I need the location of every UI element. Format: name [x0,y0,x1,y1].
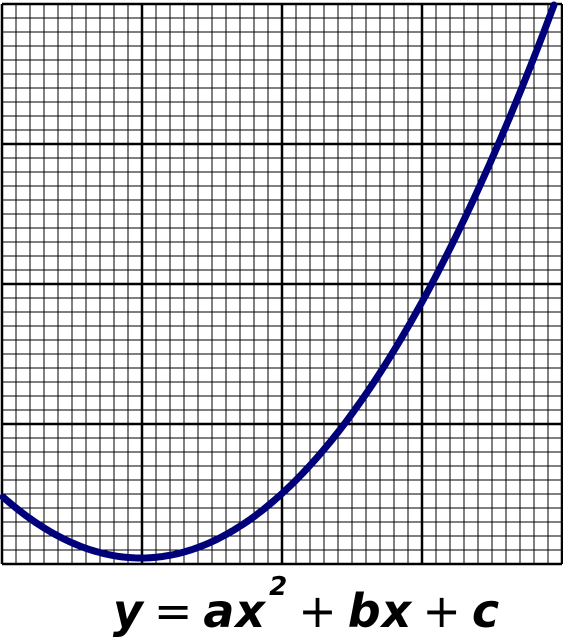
equation-plus-2: + [422,584,462,638]
equation-term-bx: bx [347,584,413,638]
equation-lhs: y [112,584,144,638]
major-grid [0,2,563,566]
equation-plus-1: + [298,584,338,638]
equation-term-c: c [471,584,501,638]
equation-term-ax: ax [203,584,267,638]
parabola-curve [0,1,558,562]
parabola-graph [0,1,563,566]
equation-exponent: 2 [269,572,289,602]
equation-label: y = ax 2 + bx + c [0,566,563,640]
equation-equals: = [153,584,194,638]
